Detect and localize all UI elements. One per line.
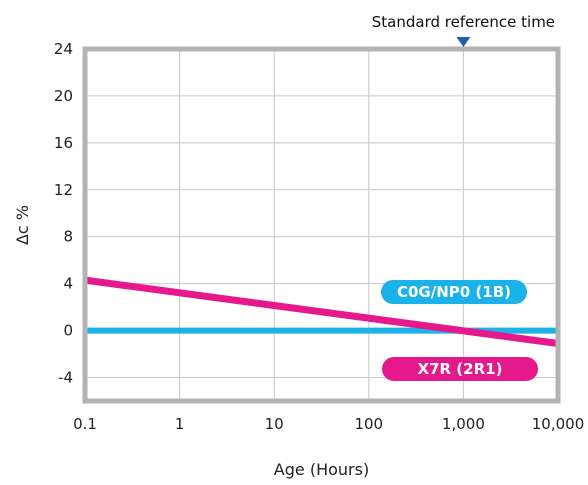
y-tick-label: 20 <box>54 87 73 105</box>
y-tick-label: 12 <box>54 181 73 199</box>
y-tick-label: 0 <box>63 322 73 340</box>
reference-time-marker <box>456 37 471 47</box>
series-labels: C0G/NP0 (1B) X7R (2R1) <box>381 280 538 381</box>
y-axis-title: Δc % <box>13 205 32 245</box>
y-tick-label: 16 <box>54 134 73 152</box>
x-tick-label: 10 <box>265 415 284 433</box>
grid-lines <box>85 49 558 401</box>
x-tick-label: 1,000 <box>442 415 485 433</box>
y-tick-label: 24 <box>54 40 73 58</box>
tick-labels: 0.1 1 10 100 1,000 10,000 -4 0 4 8 12 16 20 24 <box>54 40 584 433</box>
series-layer <box>84 276 559 347</box>
x-axis-title: Age (Hours) <box>274 460 369 479</box>
series-line <box>84 276 559 347</box>
x-tick-label: 10,000 <box>532 415 585 433</box>
series-label-text: X7R (2R1) <box>418 360 503 378</box>
y-tick-label: 4 <box>63 275 73 293</box>
plot-frame <box>82 46 561 404</box>
y-tick-label: -4 <box>58 369 73 387</box>
series-label-pill <box>382 357 538 381</box>
y-tick-label: 8 <box>63 228 73 246</box>
x-tick-label: 0.1 <box>73 415 97 433</box>
x-tick-label: 1 <box>175 415 185 433</box>
reference-annotation: Standard reference time <box>372 13 555 47</box>
x-tick-label: 100 <box>354 415 383 433</box>
reference-time-label: Standard reference time <box>372 13 555 31</box>
series-label-text: C0G/NP0 (1B) <box>397 283 511 301</box>
series-label-pill <box>381 280 527 304</box>
